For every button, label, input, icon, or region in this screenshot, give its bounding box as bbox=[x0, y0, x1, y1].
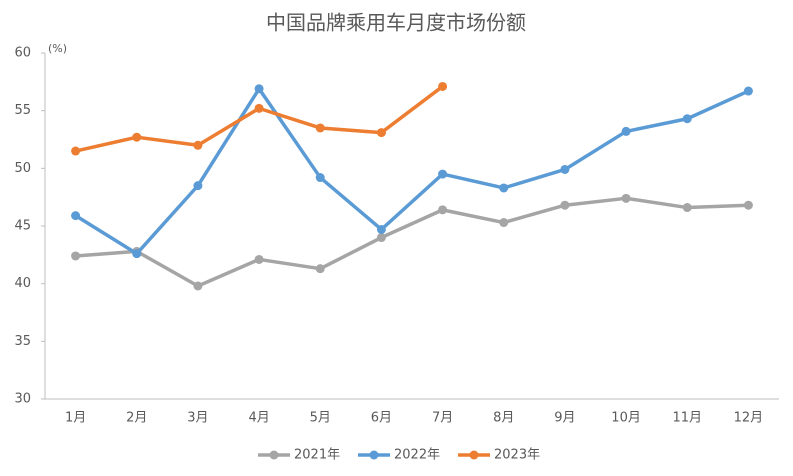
data-point bbox=[254, 84, 264, 94]
x-tick-label: 3月 bbox=[187, 411, 208, 426]
data-point bbox=[376, 128, 386, 138]
chart-title: 中国品牌乘用车月度市场份额 bbox=[266, 11, 526, 35]
legend-label: 2023年 bbox=[494, 448, 540, 463]
data-point bbox=[438, 169, 448, 179]
data-point bbox=[560, 200, 570, 210]
data-point bbox=[499, 218, 509, 228]
data-point bbox=[71, 251, 81, 261]
x-tick-label: 2月 bbox=[126, 411, 147, 426]
data-point bbox=[376, 224, 386, 234]
series-line bbox=[74, 87, 750, 256]
legend-marker bbox=[469, 450, 479, 460]
x-tick-label: 4月 bbox=[248, 411, 269, 426]
data-point bbox=[499, 183, 509, 193]
x-tick-label: 10月 bbox=[611, 411, 641, 426]
legend-label: 2021年 bbox=[294, 448, 340, 463]
x-tick-label: 1月 bbox=[65, 411, 86, 426]
data-point bbox=[315, 173, 325, 183]
data-point bbox=[682, 114, 692, 124]
data-point bbox=[438, 81, 448, 91]
data-point bbox=[621, 193, 631, 203]
data-point bbox=[193, 181, 203, 191]
data-point bbox=[193, 281, 203, 291]
series-line bbox=[75, 196, 749, 288]
data-point bbox=[71, 146, 81, 156]
y-tick-label: 55 bbox=[14, 103, 31, 118]
data-point bbox=[315, 123, 325, 133]
legend-marker bbox=[369, 450, 379, 460]
data-point bbox=[743, 200, 753, 210]
x-tick-label: 11月 bbox=[672, 411, 702, 426]
data-point bbox=[438, 205, 448, 215]
y-unit: (%) bbox=[48, 42, 67, 55]
series-line bbox=[75, 85, 444, 153]
y-tick-label: 50 bbox=[14, 161, 31, 176]
x-tick-label: 9月 bbox=[554, 411, 575, 426]
data-point bbox=[193, 140, 203, 150]
data-point bbox=[743, 86, 753, 96]
y-tick-label: 35 bbox=[14, 334, 31, 349]
x-tick-label: 12月 bbox=[734, 411, 764, 426]
x-tick-label: 8月 bbox=[493, 411, 514, 426]
data-point bbox=[621, 126, 631, 136]
x-tick-label: 6月 bbox=[371, 411, 392, 426]
y-tick-label: 60 bbox=[14, 46, 31, 61]
legend-marker bbox=[269, 450, 279, 460]
data-point bbox=[254, 103, 264, 113]
data-point bbox=[132, 249, 142, 259]
x-tick-label: 7月 bbox=[432, 411, 453, 426]
y-tick-label: 30 bbox=[14, 392, 31, 407]
data-point bbox=[132, 132, 142, 142]
data-point bbox=[682, 203, 692, 213]
data-point bbox=[71, 211, 81, 221]
legend-label: 2022年 bbox=[394, 448, 440, 463]
data-point bbox=[376, 233, 386, 243]
x-tick-label: 5月 bbox=[310, 411, 331, 426]
data-point bbox=[315, 264, 325, 274]
y-tick-label: 40 bbox=[14, 276, 31, 291]
data-point bbox=[254, 254, 264, 264]
data-point bbox=[560, 164, 570, 174]
y-tick-label: 45 bbox=[14, 219, 31, 234]
